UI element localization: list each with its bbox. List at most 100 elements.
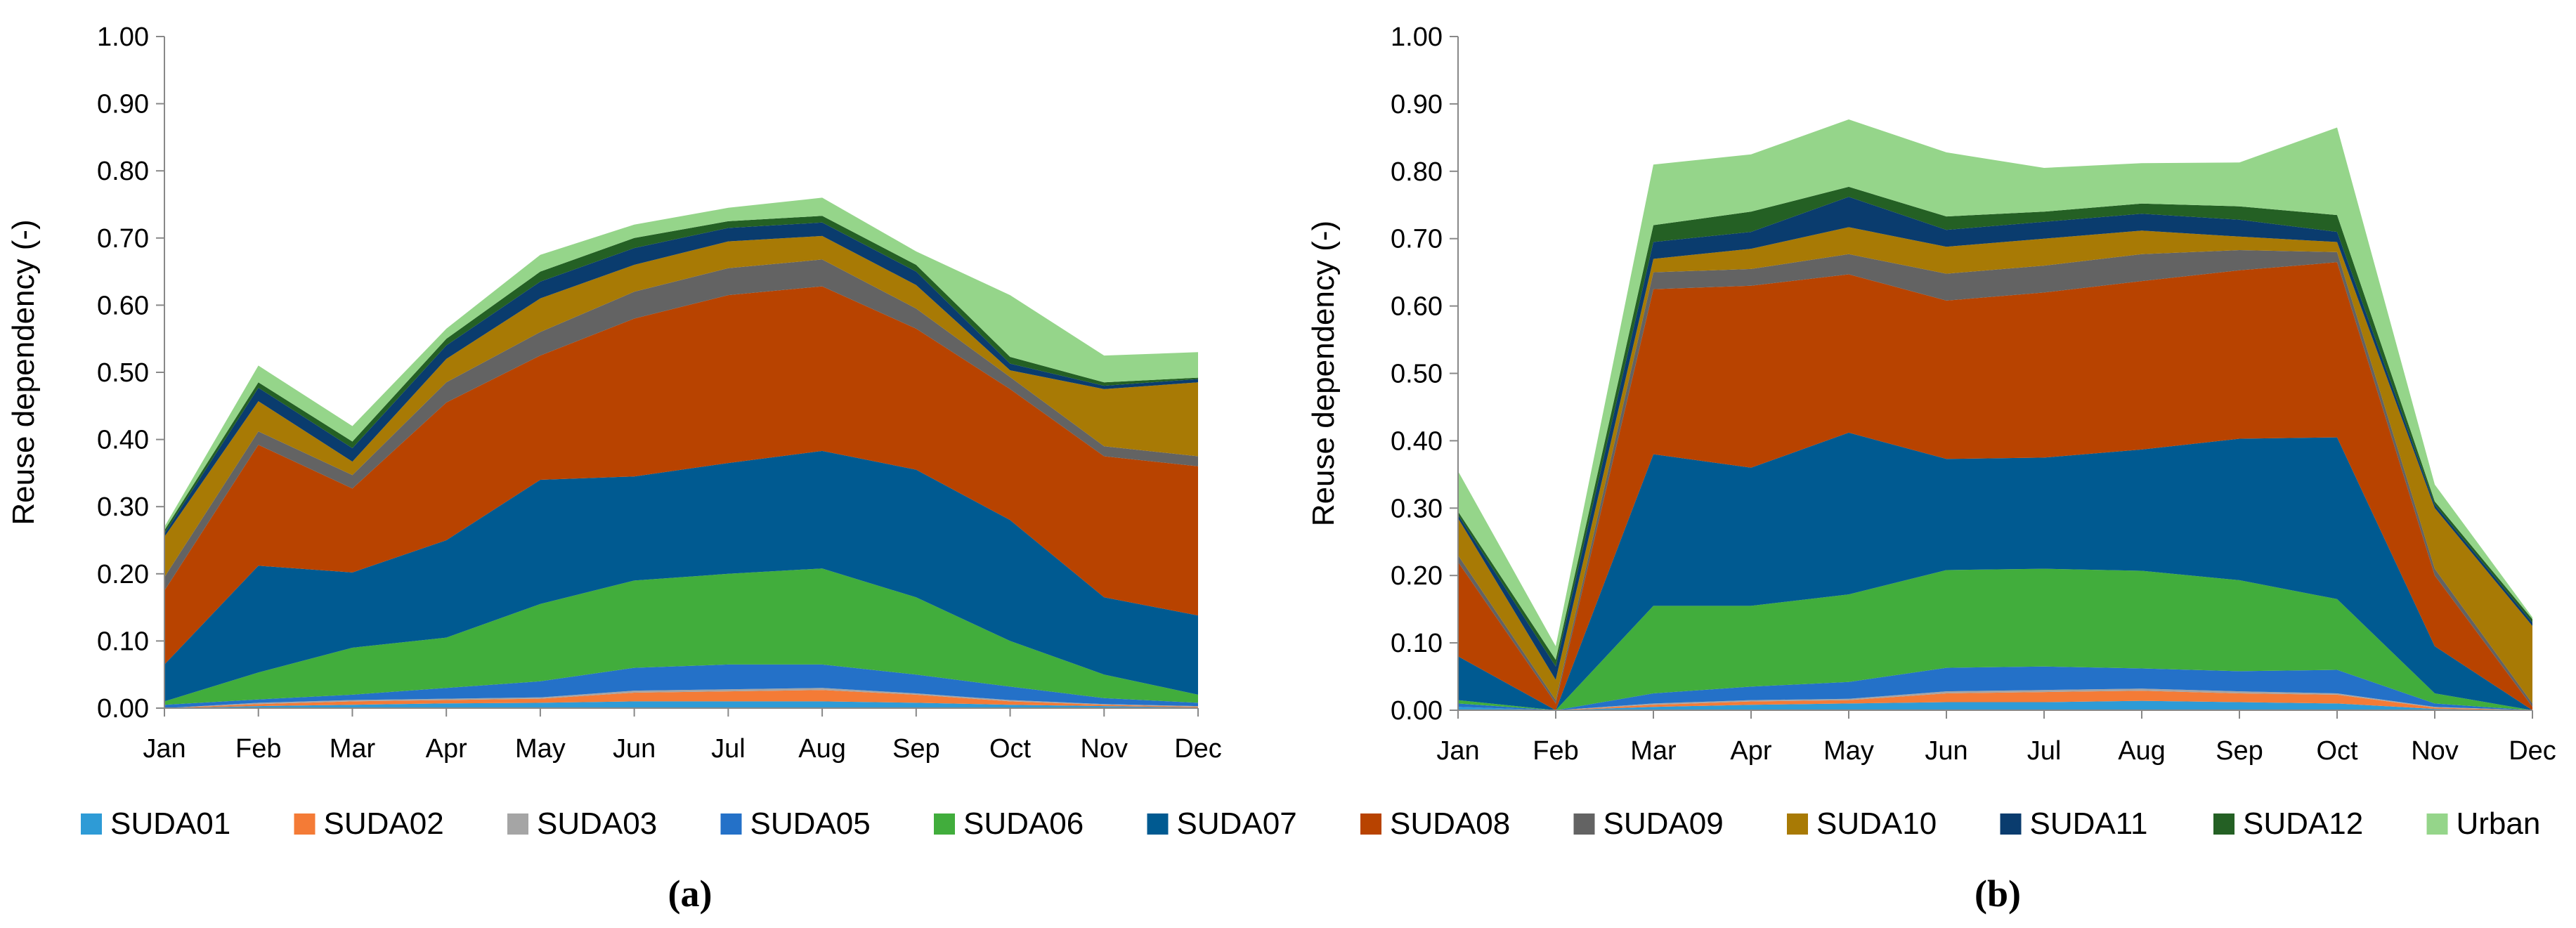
x-tick-label: Feb (235, 734, 281, 764)
x-tick-label: Feb (1533, 736, 1578, 766)
y-tick-label: 0.20 (97, 560, 149, 589)
area-series-suda07 (1458, 432, 2532, 710)
legend-swatch (294, 813, 316, 835)
legend-swatch (2000, 813, 2022, 835)
legend-swatch (1573, 813, 1595, 835)
y-tick-label: 0.00 (1391, 696, 1443, 726)
x-tick-label: Sep (892, 734, 940, 764)
legend-label: SUDA08 (1390, 806, 1510, 841)
x-tick-label: Apr (1730, 736, 1771, 766)
chart-panel-b: 0.00 0.10 0.20 0.30 0.40 0.50 0.60 0.70 0.80 0.90… (1306, 22, 2556, 766)
x-tick-label: Apr (426, 734, 467, 764)
area-series-suda09 (164, 259, 1198, 591)
y-tick-label: 0.30 (97, 492, 149, 522)
y-tick-label: 0.10 (97, 627, 149, 656)
x-tick-label: May (515, 734, 566, 764)
legend-swatch (2426, 813, 2448, 835)
area-series-urban (1458, 119, 2532, 660)
y-tick-label: 0.60 (1391, 292, 1443, 322)
legend-label: SUDA11 (2030, 806, 2148, 841)
area-series-suda01 (164, 701, 1198, 708)
x-tick-label: Jan (143, 734, 186, 764)
area-series-suda12 (1458, 186, 2532, 667)
y-tick-label: 0.10 (1391, 629, 1443, 658)
y-tick-label: 0.70 (1391, 225, 1443, 254)
legend-label: SUDA01 (110, 806, 230, 841)
area-series-suda08 (1458, 262, 2532, 710)
area-series-suda07 (164, 450, 1198, 702)
x-tick-label: Jan (1436, 736, 1479, 766)
y-tick-label: 0.40 (1391, 426, 1443, 456)
x-tick-label: Oct (989, 734, 1032, 764)
legend-label: SUDA07 (1177, 806, 1297, 841)
legend-label: SUDA10 (1816, 806, 1937, 841)
legend-label: SUDA03 (537, 806, 657, 841)
legend-swatch (2213, 813, 2235, 835)
legend-swatch (1147, 813, 1169, 835)
legend-label: Urban (2457, 806, 2541, 841)
chart-legend: SUDA01 SUDA02 SUDA03 SUDA05 SUDA06 SUDA07 SUDA… (81, 806, 2540, 841)
area-series-suda10 (1458, 227, 2532, 704)
area-series-suda01 (1458, 700, 2532, 710)
area-series-suda11 (164, 222, 1198, 537)
y-axis-title: Reuse dependency (-) (1306, 221, 1341, 526)
y-tick-label: 0.00 (97, 694, 149, 724)
x-tick-label: Oct (2316, 736, 2358, 766)
legend-label: SUDA09 (1604, 806, 1724, 841)
y-tick-label: 0.90 (1391, 90, 1443, 119)
area-series-suda06 (164, 568, 1198, 705)
area-series-suda05 (164, 664, 1198, 708)
y-axis-title: Reuse dependency (-) (6, 219, 41, 525)
x-tick-label: Jun (613, 734, 656, 764)
y-tick-label: 0.50 (97, 358, 149, 388)
y-tick-label: 0.20 (1391, 561, 1443, 591)
x-tick-label: Aug (2118, 736, 2166, 766)
area-series-suda06 (1458, 568, 2532, 710)
y-tick-label: 0.90 (97, 90, 149, 119)
y-tick-label: 0.30 (1391, 494, 1443, 523)
legend-swatch (934, 813, 955, 835)
y-tick-label: 0.80 (1391, 157, 1443, 187)
x-tick-label: Nov (2411, 736, 2459, 766)
y-tick-label: 0.70 (97, 224, 149, 254)
legend-swatch (1360, 813, 1381, 835)
x-tick-label: Sep (2216, 736, 2263, 766)
legend-swatch (507, 813, 528, 835)
y-tick-label: 0.80 (97, 157, 149, 186)
x-tick-label: Dec (2509, 736, 2556, 766)
x-tick-label: Jun (1925, 736, 1967, 766)
x-tick-label: Jul (711, 734, 746, 764)
y-tick-label: 1.00 (97, 22, 149, 52)
legend-label: SUDA02 (324, 806, 444, 841)
x-tick-label: Nov (1080, 734, 1128, 764)
area-series-urban (164, 197, 1198, 530)
area-series-suda09 (1458, 250, 2532, 707)
x-tick-label: Aug (798, 734, 846, 764)
legend-swatch (720, 813, 742, 835)
area-series-suda03 (164, 688, 1198, 708)
y-tick-label: 0.60 (97, 291, 149, 320)
legend-swatch (1787, 813, 1808, 835)
x-tick-label: Jul (2027, 736, 2062, 766)
area-series-suda02 (164, 690, 1198, 708)
legend-label: SUDA12 (2243, 806, 2363, 841)
area-series-suda08 (164, 286, 1198, 665)
x-tick-label: Mar (330, 734, 376, 764)
area-series-suda05 (1458, 666, 2532, 710)
x-tick-label: May (1823, 736, 1874, 766)
panel-label-a: (a) (668, 873, 713, 915)
y-tick-label: 0.50 (1391, 360, 1443, 389)
y-tick-label: 0.40 (97, 426, 149, 455)
x-tick-label: Dec (1174, 734, 1222, 764)
legend-swatch (81, 813, 102, 835)
panel-label-b: (b) (1975, 873, 2021, 915)
area-series-suda02 (1458, 691, 2532, 710)
area-series-suda10 (164, 235, 1198, 577)
chart-panel-a: 0.00 0.10 0.20 0.30 0.40 0.50 0.60 0.70 0.80 0.90… (6, 22, 1222, 764)
area-series-suda11 (1458, 197, 2532, 680)
legend-label: SUDA06 (963, 806, 1084, 841)
x-tick-label: Mar (1630, 736, 1677, 766)
y-tick-label: 1.00 (1391, 22, 1443, 52)
legend-label: SUDA05 (750, 806, 871, 841)
